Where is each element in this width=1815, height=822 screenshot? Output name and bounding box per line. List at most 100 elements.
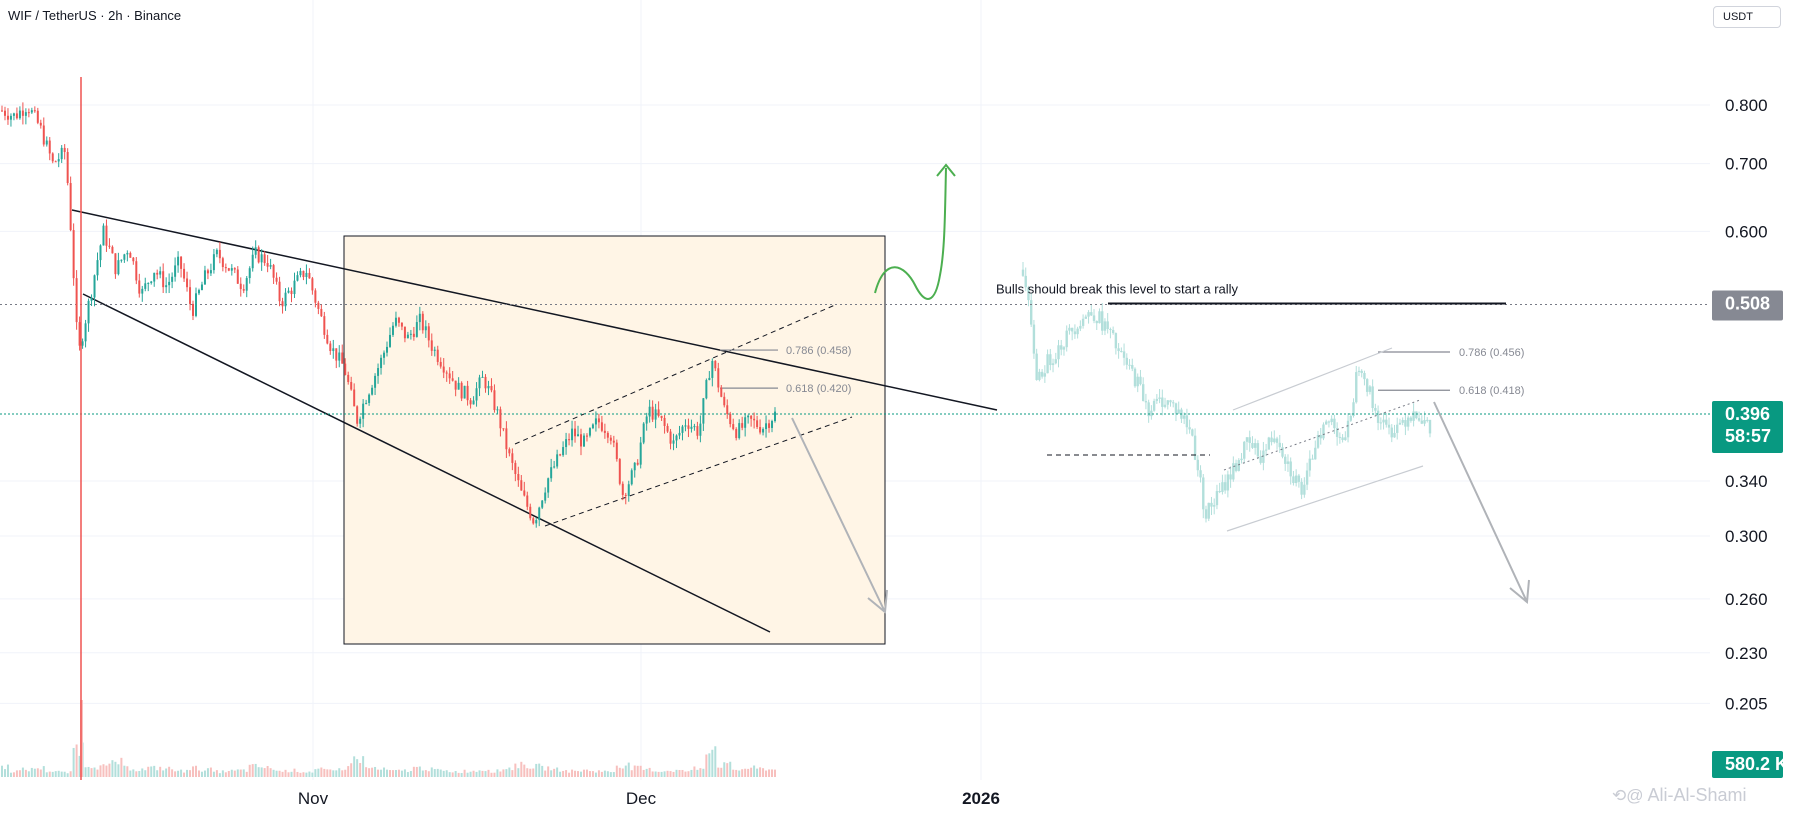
candle-body	[275, 277, 278, 282]
volume-bar	[582, 769, 585, 777]
candle-body	[693, 426, 696, 428]
candle-body	[391, 325, 394, 335]
volume-bar	[535, 763, 538, 777]
volume-bar	[412, 766, 415, 777]
volume-bar	[209, 767, 212, 777]
candle-body	[278, 281, 281, 302]
ghost-body	[1423, 419, 1426, 424]
candle-body	[633, 462, 636, 471]
ghost-body	[1264, 449, 1268, 451]
candle-body	[57, 159, 60, 162]
candle-body	[374, 375, 377, 388]
volume-bar	[663, 771, 666, 777]
candle-body	[18, 110, 21, 119]
time-tick-label: 2026	[962, 789, 1000, 808]
volume-bar	[741, 769, 744, 777]
volume-badge-bg	[1712, 751, 1783, 778]
ghost-body	[1338, 436, 1342, 438]
volume-bar	[359, 763, 362, 777]
candle-body	[663, 417, 666, 426]
candle-body	[538, 507, 541, 521]
volume-bar	[15, 770, 18, 777]
candle-body	[281, 301, 284, 307]
candle-body	[717, 368, 720, 388]
candle-body	[484, 376, 487, 389]
ghost-body	[1417, 418, 1421, 421]
volume-bar	[600, 771, 603, 777]
symbol-title[interactable]: WIF / TetherUS · 2h · Binance	[8, 8, 182, 23]
volume-bar	[257, 767, 260, 777]
volume-bar	[705, 754, 708, 777]
price-axis[interactable]: 0.800 0.700 0.600 0.340 0.300 0.260 0.230 0.205	[1725, 96, 1768, 713]
candle-body	[496, 409, 499, 411]
volume-bar	[9, 772, 12, 777]
candle-body	[323, 316, 326, 335]
volume-bar	[284, 769, 287, 777]
candle-body	[624, 494, 627, 496]
ghost-body	[1267, 437, 1271, 450]
volume-bar	[90, 768, 93, 777]
ghost-body	[1049, 354, 1052, 366]
volume-bar	[421, 770, 424, 777]
volume-bar	[433, 769, 436, 777]
candle-body	[636, 462, 639, 465]
candle-body	[27, 112, 30, 114]
candle-body	[463, 385, 466, 399]
candle-body	[672, 440, 675, 444]
candle-body	[675, 435, 678, 441]
candle-body	[406, 334, 409, 339]
candle-body	[460, 382, 463, 399]
candle-body	[642, 423, 645, 443]
ghost-body	[1368, 386, 1372, 392]
volume-bar	[24, 769, 27, 777]
volume-bar	[12, 772, 15, 777]
volume-bar	[723, 762, 726, 777]
volume-bar	[141, 768, 144, 777]
currency-button[interactable]: USDT	[1713, 6, 1781, 28]
candle-body	[600, 422, 603, 431]
candle-body	[254, 247, 257, 255]
candle-body	[284, 292, 287, 307]
ghost-body	[1245, 437, 1249, 442]
candle-body	[517, 474, 520, 481]
volume-bar	[750, 767, 753, 777]
ghost-body	[1122, 351, 1126, 358]
volume-bar	[475, 771, 478, 777]
price-tick-label: 0.300	[1725, 527, 1768, 546]
ghost-body	[1360, 370, 1363, 373]
candle-body	[138, 280, 141, 294]
candle-body	[657, 409, 660, 416]
fib-level-label: 0.618 (0.420)	[786, 383, 851, 395]
ghost-body	[1428, 419, 1432, 434]
volume-bar	[266, 766, 269, 777]
ghost-body	[1240, 458, 1243, 461]
volume-bar	[660, 771, 663, 777]
candle-body	[418, 313, 421, 323]
candle-body	[433, 349, 436, 351]
time-axis[interactable]: Nov Dec 2026	[298, 789, 1000, 808]
volume-bar	[574, 770, 577, 777]
ghost-body	[1174, 403, 1178, 414]
volume-bar	[156, 770, 159, 777]
ghost-body	[1021, 269, 1025, 276]
candle-body	[448, 373, 451, 379]
volume-bar	[699, 768, 702, 777]
volume-bar	[335, 770, 338, 777]
candle-body	[639, 442, 642, 465]
ghost-body	[1420, 420, 1424, 424]
candle-body	[732, 424, 735, 430]
volume-bar	[585, 769, 588, 777]
candle-body	[720, 387, 723, 397]
candle-body	[206, 270, 209, 274]
volume-bar	[200, 771, 203, 777]
candle-body	[502, 428, 505, 430]
candle-body	[66, 152, 69, 184]
ghost-body	[1390, 427, 1393, 438]
volume-bar	[171, 769, 174, 777]
candle-body	[466, 385, 469, 401]
ghost-body	[1314, 447, 1317, 460]
ghost-body	[1166, 400, 1169, 405]
candle-body	[200, 284, 203, 291]
candle-body	[478, 377, 481, 389]
